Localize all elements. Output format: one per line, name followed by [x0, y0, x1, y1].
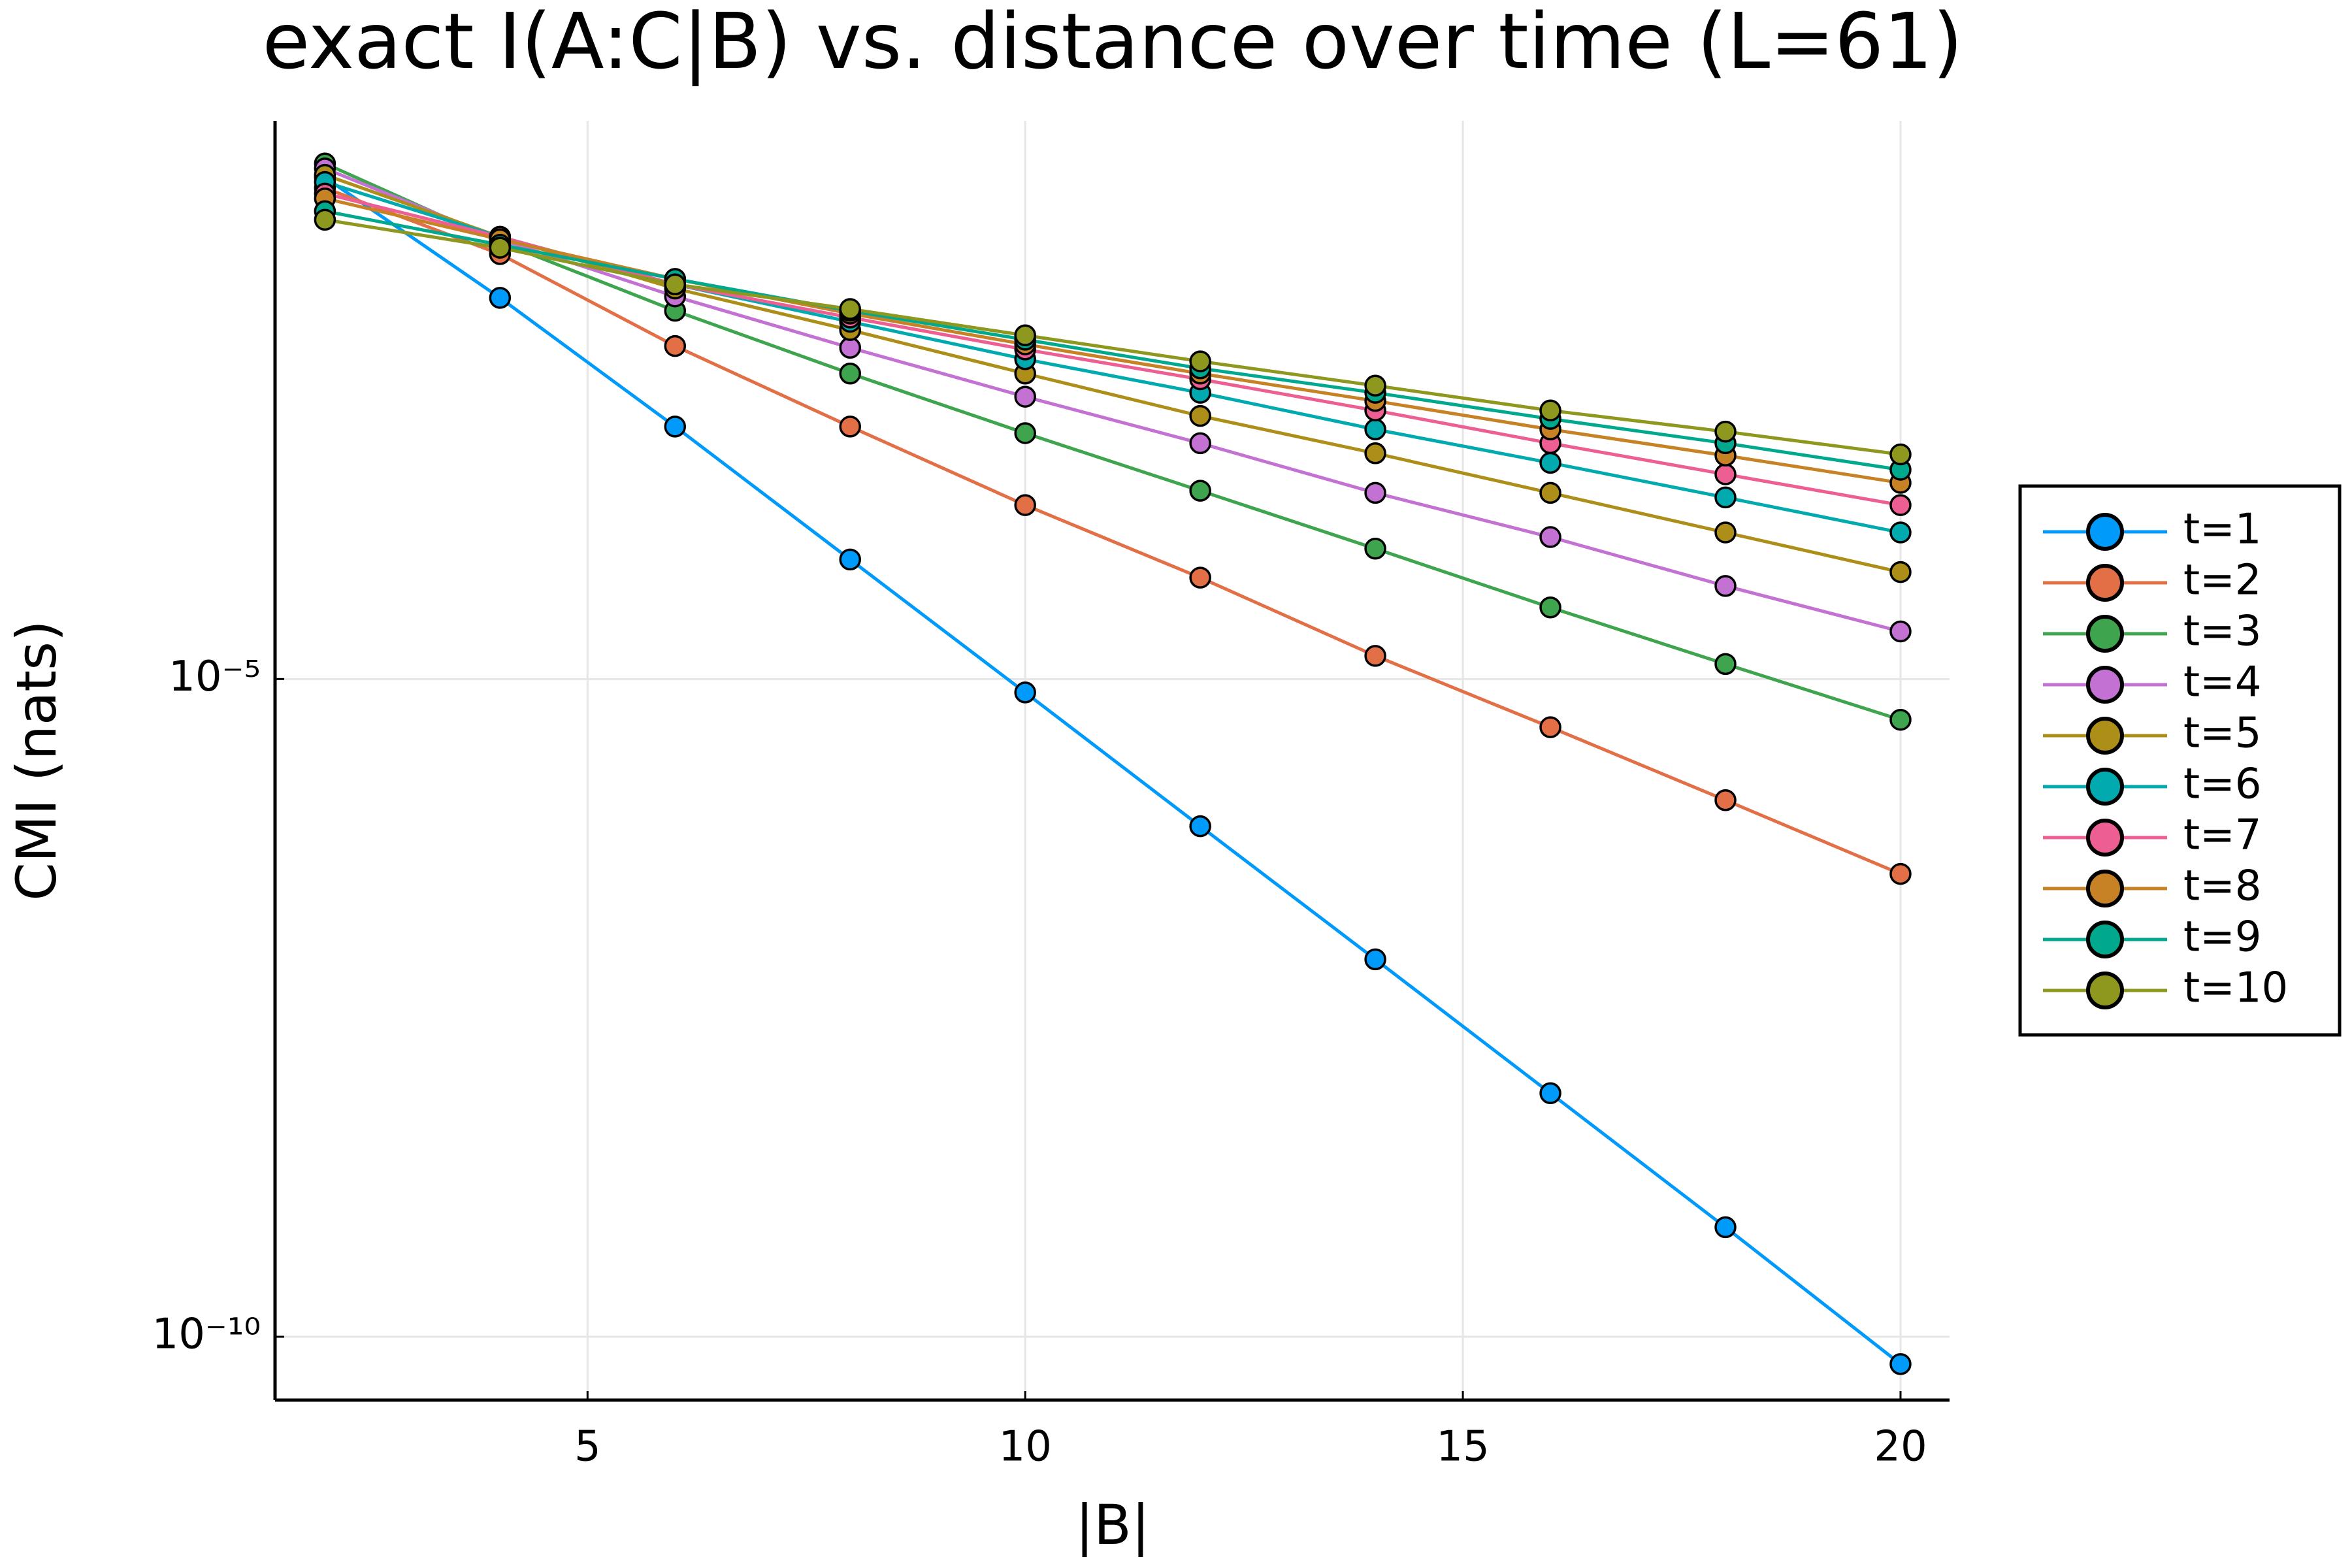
data-point	[1889, 620, 1912, 643]
data-point	[1364, 948, 1386, 971]
data-point	[1889, 521, 1912, 544]
data-point	[1189, 815, 1211, 838]
data-point	[1014, 324, 1036, 346]
legend-marker	[2086, 819, 2124, 857]
data-point	[1714, 486, 1737, 509]
data-point	[1889, 494, 1912, 516]
data-point	[839, 548, 861, 571]
data-point	[1714, 521, 1737, 544]
legend-marker	[2086, 717, 2124, 755]
x-tick-label: 10	[998, 1423, 1051, 1471]
x-axis-label: |B|	[1075, 1493, 1150, 1557]
data-point	[1539, 716, 1561, 738]
y-tick-label: 10⁻¹⁰	[152, 1311, 261, 1359]
x-tick-label: 15	[1436, 1423, 1489, 1471]
legend-marker	[2086, 921, 2124, 958]
series-line	[324, 167, 1901, 633]
legend-label: t=1	[2183, 506, 2261, 554]
data-point	[1014, 494, 1036, 516]
series-line	[324, 186, 1901, 875]
legend-label: t=7	[2183, 811, 2261, 860]
legend-marker	[2086, 513, 2124, 551]
y-tick-label: 10⁻⁵	[169, 653, 261, 701]
series-line	[324, 218, 1901, 456]
legend-label: t=4	[2183, 659, 2261, 707]
x-tick-label: 20	[1874, 1423, 1927, 1471]
data-point	[664, 416, 687, 438]
data-point	[1014, 385, 1036, 408]
data-point	[489, 237, 512, 259]
data-point	[1889, 862, 1912, 885]
x-tick-label: 5	[574, 1423, 601, 1471]
legend-label: t=8	[2183, 862, 2261, 911]
legend-label: t=6	[2183, 760, 2261, 809]
data-point	[1889, 1353, 1912, 1375]
data-point	[1889, 443, 1912, 466]
legend-marker	[2086, 615, 2124, 653]
series-line	[323, 176, 1902, 1365]
data-point	[1889, 708, 1912, 731]
data-point	[314, 208, 336, 231]
legend-marker	[2086, 870, 2124, 907]
legend-marker	[2086, 768, 2124, 806]
data-point	[1539, 482, 1561, 504]
data-point	[1714, 789, 1737, 811]
data-point	[1364, 418, 1386, 440]
legend-marker	[2086, 666, 2124, 704]
legend-marker	[2086, 564, 2124, 602]
series-line	[324, 197, 1901, 485]
data-point	[1539, 399, 1561, 422]
data-point	[1189, 566, 1211, 589]
legend-label: t=5	[2183, 710, 2261, 758]
data-point	[1714, 575, 1737, 597]
data-point	[1539, 451, 1561, 474]
data-point	[1539, 1082, 1561, 1105]
data-point	[1539, 526, 1561, 548]
data-point	[1539, 596, 1561, 619]
data-point	[1189, 432, 1211, 455]
series-line	[324, 161, 1901, 722]
legend-label: t=10	[2183, 964, 2288, 1013]
legend-box	[2018, 484, 2342, 1037]
data-point	[839, 363, 861, 385]
legend-marker	[2086, 972, 2124, 1009]
data-point	[1014, 681, 1036, 704]
data-point	[1364, 442, 1386, 465]
data-point	[664, 335, 687, 357]
data-point	[1889, 561, 1912, 583]
data-point	[839, 416, 861, 438]
data-point	[1364, 645, 1386, 667]
chart-title: exact I(A:C|B) vs. distance over time (L…	[263, 0, 1963, 86]
data-point	[1714, 1216, 1737, 1239]
legend-label: t=3	[2183, 608, 2261, 656]
data-point	[1364, 374, 1386, 397]
data-point	[1189, 350, 1211, 372]
data-point	[839, 298, 861, 320]
data-point	[1364, 537, 1386, 560]
data-point	[1189, 480, 1211, 502]
y-axis-label: CMI (nats)	[5, 620, 69, 901]
data-point	[489, 287, 512, 309]
legend-label: t=9	[2183, 913, 2261, 962]
data-point	[1714, 420, 1737, 443]
data-point	[1014, 422, 1036, 444]
series-line	[324, 209, 1901, 472]
data-point	[1189, 404, 1211, 427]
data-point	[1714, 463, 1737, 485]
legend-label: t=2	[2183, 557, 2261, 605]
data-point	[1714, 653, 1737, 676]
data-point	[664, 273, 687, 296]
data-point	[1364, 482, 1386, 504]
